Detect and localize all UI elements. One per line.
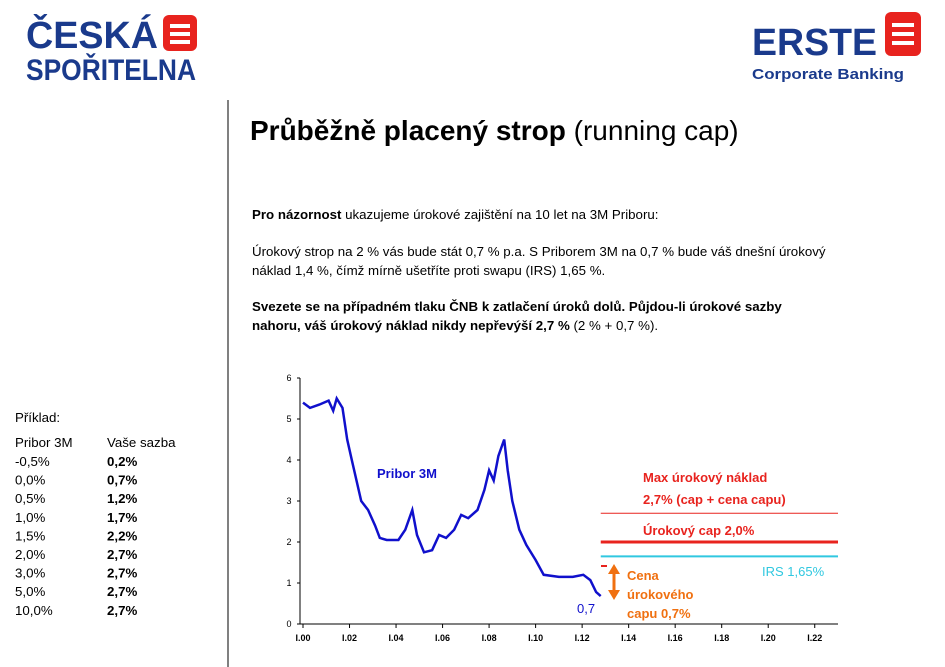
table-header: Pribor 3M — [15, 435, 73, 450]
logo-subtitle: Corporate Banking — [752, 66, 904, 83]
paragraph: Pro názornost ukazujeme úrokové zajištěn… — [252, 207, 658, 222]
logo-icon-mark — [892, 23, 914, 45]
x-tick-label: I.14 — [621, 633, 636, 643]
logo-text: SPOŘITELNA — [26, 53, 196, 87]
table-cell: 0,7% — [107, 473, 137, 488]
text: ukazujeme úrokové zajištění na 10 let na… — [341, 207, 658, 222]
table-cell: 2,7% — [107, 547, 137, 562]
y-tick-label: 1 — [286, 578, 291, 588]
table-cell: -0,5% — [15, 454, 50, 469]
arrow-head — [608, 564, 620, 600]
table-cell: 2,7% — [107, 603, 137, 618]
table-header: Vaše sazba — [107, 435, 176, 450]
logo-icon-mark — [170, 24, 190, 44]
series-label: Pribor 3M — [377, 466, 437, 481]
table-cell: 10,0% — [15, 603, 53, 618]
title-rest: (running cap) — [566, 115, 739, 146]
paragraph-line: Svezete se na případném tlaku ČNB k zatl… — [252, 299, 782, 314]
paragraph-line: náklad 1,4 %, čímž mírně ušetříte proti … — [252, 263, 605, 278]
logo-text: ERSTE — [752, 22, 877, 64]
table-cell: 0,0% — [15, 473, 45, 488]
y-tick-label: 2 — [286, 537, 291, 547]
text: (2 % + 0,7 %). — [570, 318, 658, 333]
table-cell: 1,7% — [107, 510, 137, 525]
x-tick-label: I.10 — [528, 633, 543, 643]
paragraph-line: nahoru, váš úrokový náklad nikdy nepřevý… — [252, 318, 658, 333]
y-tick-label: 4 — [286, 455, 291, 465]
y-tick-label: 3 — [286, 496, 291, 506]
table-cell: 5,0% — [15, 584, 45, 599]
table-cell: 0,5% — [15, 491, 45, 506]
x-tick-label: I.20 — [761, 633, 776, 643]
x-tick-label: I.22 — [807, 633, 822, 643]
x-tick-label: I.12 — [575, 633, 590, 643]
table-cell: 1,5% — [15, 528, 45, 543]
table-cell: 2,2% — [107, 528, 137, 543]
reference-label: Max úrokový náklad — [643, 470, 767, 485]
table-cell: 0,2% — [107, 454, 137, 469]
cap-cost-label: Cena — [627, 568, 660, 583]
x-tick-label: I.02 — [342, 633, 357, 643]
example-table: Příklad: Pribor 3M Vaše sazba -0,5% 0,2% 0… — [15, 410, 176, 618]
title-bold: Průběžně placený strop — [250, 115, 566, 146]
chart: 0 1 2 3 4 5 6 I.00 I.02 I.04 I.06 I.08 I.10 I.12 I.14 I… — [286, 373, 838, 643]
y-tick-label: 6 — [286, 373, 291, 383]
series-line — [302, 395, 602, 598]
cap-cost-label: capu 0,7% — [627, 606, 691, 621]
last-value-label: 0,7 — [577, 601, 595, 616]
logo-text: ČESKÁ — [26, 12, 158, 57]
reference-label: IRS 1,65% — [762, 564, 825, 579]
reference-label: Úrokový cap 2,0% — [643, 523, 755, 538]
table-cell: 2,7% — [107, 584, 137, 599]
paragraph-line: Úrokový strop na 2 % vás bude stát 0,7 %… — [252, 244, 826, 259]
x-tick-label: I.18 — [714, 633, 729, 643]
reference-label: 2,7% (cap + cena capu) — [643, 492, 786, 507]
table-cell: 3,0% — [15, 566, 45, 581]
x-tick-label: I.00 — [295, 633, 310, 643]
x-tick-label: I.04 — [389, 633, 404, 643]
cap-cost-label: úrokového — [627, 587, 694, 602]
text-bold: Pro názornost — [252, 207, 342, 222]
text-bold: nahoru, váš úrokový náklad nikdy nepřevý… — [252, 318, 570, 333]
table-cell: 1,2% — [107, 491, 137, 506]
y-tick-label: 5 — [286, 414, 291, 424]
table-cell: 2,0% — [15, 547, 45, 562]
x-tick-label: I.08 — [482, 633, 497, 643]
logo-right: ERSTE Corporate Banking — [752, 12, 921, 83]
x-tick-label: I.06 — [435, 633, 450, 643]
x-tick-label: I.16 — [668, 633, 683, 643]
table-cell: 1,0% — [15, 510, 45, 525]
table-cell: 2,7% — [107, 566, 137, 581]
logo-left: ČESKÁ SPOŘITELNA — [26, 12, 197, 87]
y-tick-label: 0 — [286, 619, 291, 629]
example-label: Příklad: — [15, 410, 60, 425]
slide-title: Průběžně placený strop (running cap) — [250, 115, 739, 146]
